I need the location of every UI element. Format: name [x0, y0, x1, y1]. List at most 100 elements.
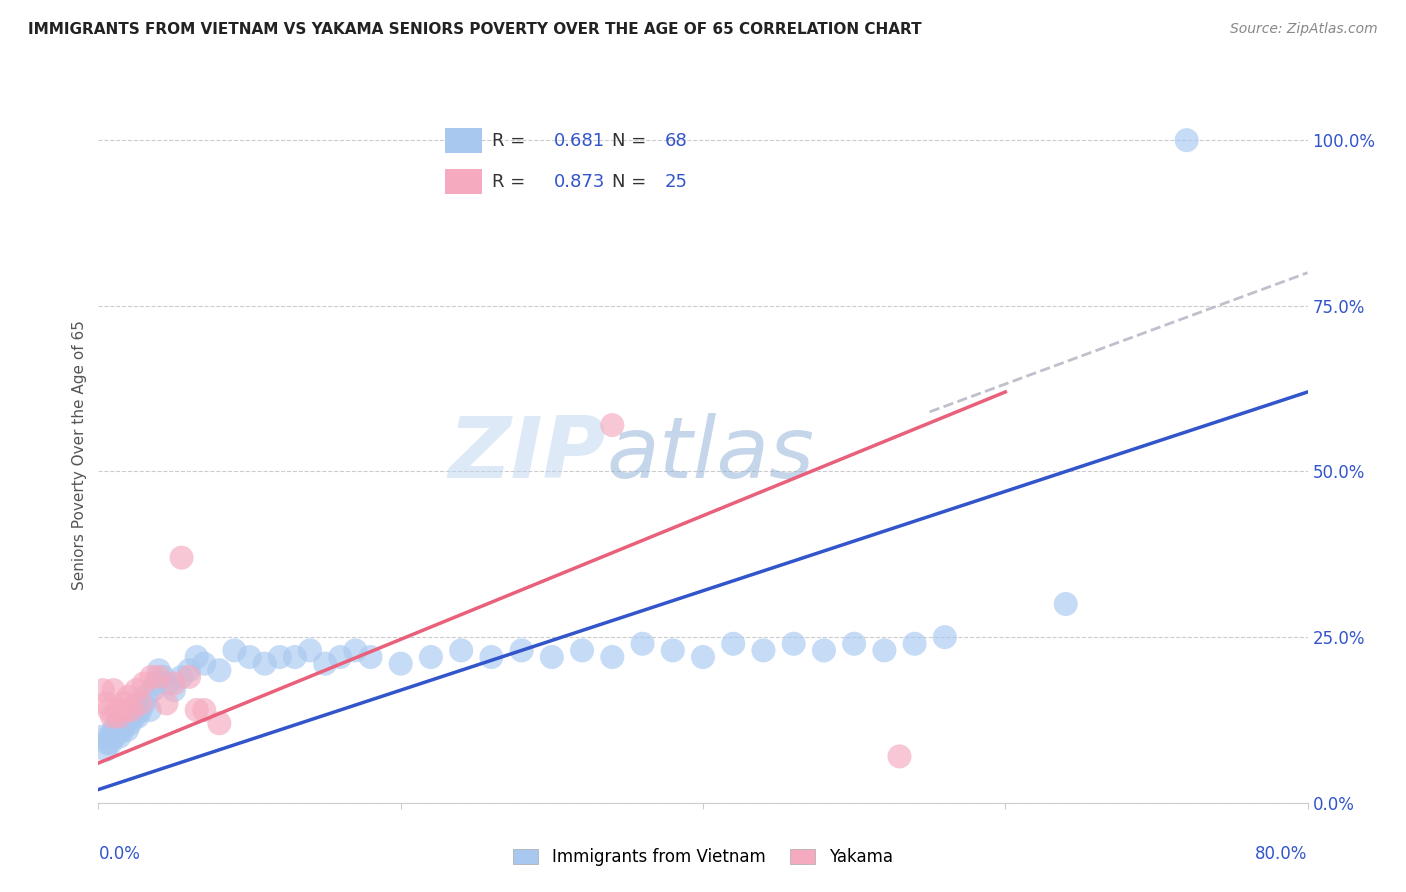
Point — [124, 709, 146, 723]
Text: 0.873: 0.873 — [554, 173, 605, 191]
Point — [389, 657, 412, 671]
Point — [193, 703, 215, 717]
Point — [101, 730, 124, 744]
Point — [186, 650, 208, 665]
Point — [314, 657, 336, 671]
Point — [723, 637, 745, 651]
Point — [110, 716, 132, 731]
Point — [129, 697, 152, 711]
Point — [132, 697, 155, 711]
Point — [783, 637, 806, 651]
Text: 25: 25 — [665, 173, 688, 191]
Point — [94, 697, 117, 711]
Point — [1175, 133, 1198, 147]
Point — [193, 657, 215, 671]
Point — [132, 676, 155, 690]
Y-axis label: Seniors Poverty Over the Age of 65: Seniors Poverty Over the Age of 65 — [72, 320, 87, 590]
Point — [101, 709, 124, 723]
Point — [631, 637, 654, 651]
Point — [844, 637, 866, 651]
Point — [873, 643, 896, 657]
Point — [112, 709, 135, 723]
Point — [602, 418, 624, 433]
Point — [163, 676, 186, 690]
Point — [602, 650, 624, 665]
Text: N =: N = — [612, 132, 652, 150]
Point — [253, 657, 276, 671]
Point — [129, 703, 152, 717]
Point — [299, 643, 322, 657]
Point — [163, 683, 186, 698]
Point — [571, 643, 593, 657]
Text: 68: 68 — [665, 132, 688, 150]
Point — [108, 730, 131, 744]
Point — [91, 730, 114, 744]
Point — [142, 683, 165, 698]
Point — [139, 703, 162, 717]
Text: N =: N = — [612, 173, 652, 191]
Point — [103, 683, 125, 698]
Legend: Immigrants from Vietnam, Yakama: Immigrants from Vietnam, Yakama — [505, 840, 901, 875]
Point — [186, 703, 208, 717]
FancyBboxPatch shape — [446, 169, 482, 194]
Point — [114, 703, 136, 717]
Point — [156, 676, 179, 690]
Point — [239, 650, 262, 665]
Text: R =: R = — [492, 173, 530, 191]
Point — [98, 703, 121, 717]
Point — [114, 716, 136, 731]
Point — [155, 697, 177, 711]
Point — [105, 716, 128, 731]
Point — [103, 723, 125, 737]
Point — [145, 676, 167, 690]
Point — [284, 650, 307, 665]
Point — [105, 703, 128, 717]
Point — [208, 716, 231, 731]
Point — [107, 723, 129, 737]
Text: 0.0%: 0.0% — [98, 845, 141, 863]
Point — [269, 650, 291, 665]
Point — [813, 643, 835, 657]
Point — [481, 650, 503, 665]
Point — [152, 670, 174, 684]
Point — [118, 709, 141, 723]
Point — [108, 709, 131, 723]
Point — [450, 643, 472, 657]
Point — [111, 723, 134, 737]
Point — [135, 690, 157, 704]
Point — [510, 643, 533, 657]
Point — [96, 736, 118, 750]
Point — [170, 550, 193, 565]
Point — [329, 650, 352, 665]
Point — [111, 697, 134, 711]
Point — [179, 663, 201, 677]
Point — [115, 723, 138, 737]
Point — [934, 630, 956, 644]
Point — [179, 670, 201, 684]
Point — [104, 730, 127, 744]
Point — [120, 716, 142, 731]
Text: 80.0%: 80.0% — [1256, 845, 1308, 863]
Point — [98, 730, 121, 744]
Point — [148, 663, 170, 677]
Point — [224, 643, 246, 657]
Point — [94, 743, 117, 757]
Point — [125, 697, 148, 711]
Point — [208, 663, 231, 677]
Point — [125, 683, 148, 698]
Point — [904, 637, 927, 651]
Point — [127, 709, 149, 723]
Point — [170, 670, 193, 684]
Point — [100, 736, 122, 750]
Point — [121, 703, 143, 717]
Point — [661, 643, 683, 657]
Point — [91, 683, 114, 698]
Point — [141, 670, 163, 684]
Text: atlas: atlas — [606, 413, 814, 497]
Text: IMMIGRANTS FROM VIETNAM VS YAKAMA SENIORS POVERTY OVER THE AGE OF 65 CORRELATION: IMMIGRANTS FROM VIETNAM VS YAKAMA SENIOR… — [28, 22, 922, 37]
Point — [121, 703, 143, 717]
Point — [889, 749, 911, 764]
Point — [1054, 597, 1077, 611]
Point — [360, 650, 382, 665]
Point — [344, 643, 367, 657]
